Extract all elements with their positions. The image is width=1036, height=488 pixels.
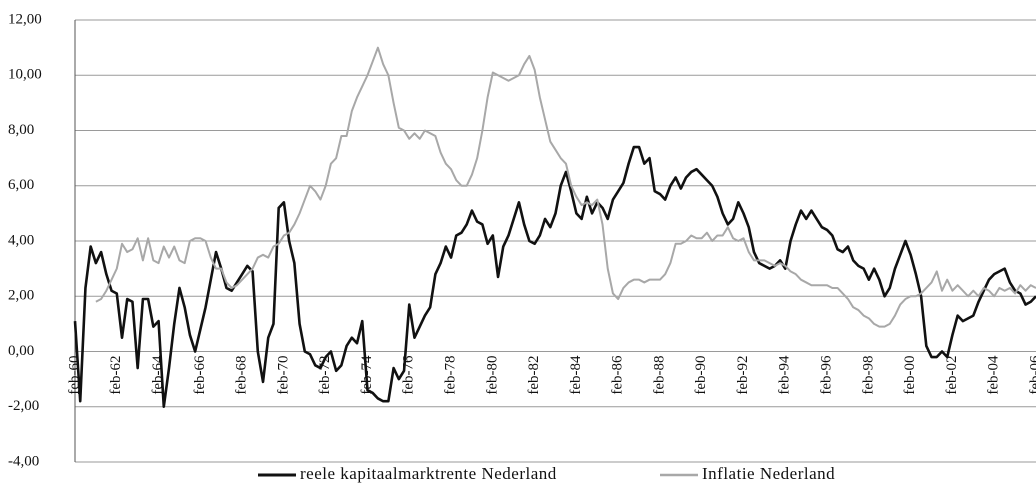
y-tick-label: 4,00	[8, 232, 34, 248]
x-tick-label: feb-98	[860, 356, 876, 395]
x-tick-label: feb-86	[610, 355, 626, 395]
x-tick-label: feb-84	[568, 355, 584, 395]
x-tick-label: feb-72	[317, 356, 333, 395]
y-tick-label: 10,00	[8, 67, 42, 83]
x-tick-label: feb-92	[735, 356, 751, 395]
x-tick-label: feb-68	[234, 356, 250, 395]
series-line	[95, 46, 1036, 328]
x-tick-label: feb-82	[526, 356, 542, 395]
x-tick-label: feb-04	[986, 355, 1002, 395]
y-tick-label: 12,00	[8, 11, 42, 27]
y-tick-label: -2,00	[8, 398, 39, 414]
x-tick-label: feb-66	[192, 355, 208, 395]
x-tick-label: feb-90	[693, 356, 709, 395]
x-tick-label: feb-94	[777, 355, 793, 395]
x-tick-label: feb-88	[651, 356, 667, 395]
x-tick-label: feb-96	[819, 355, 835, 395]
x-tick-label: feb-00	[902, 356, 918, 395]
x-tick-label: feb-06	[1027, 355, 1036, 395]
legend-label: Inflatie Nederland	[702, 464, 835, 483]
x-tick-label: feb-70	[275, 356, 291, 395]
y-tick-label: 6,00	[8, 177, 34, 193]
x-tick-label: feb-62	[108, 356, 124, 395]
y-tick-label: 8,00	[8, 122, 34, 138]
legend-label: reele kapitaalmarktrente Nederland	[300, 464, 557, 483]
x-tick-label: feb-80	[484, 356, 500, 395]
x-tick-label: feb-02	[944, 356, 960, 395]
x-tick-label: feb-76	[401, 355, 417, 395]
x-tick-label: feb-78	[442, 356, 458, 395]
y-tick-label: -4,00	[8, 453, 39, 469]
y-tick-label: 0,00	[8, 343, 34, 359]
y-tick-label: 2,00	[8, 288, 34, 304]
